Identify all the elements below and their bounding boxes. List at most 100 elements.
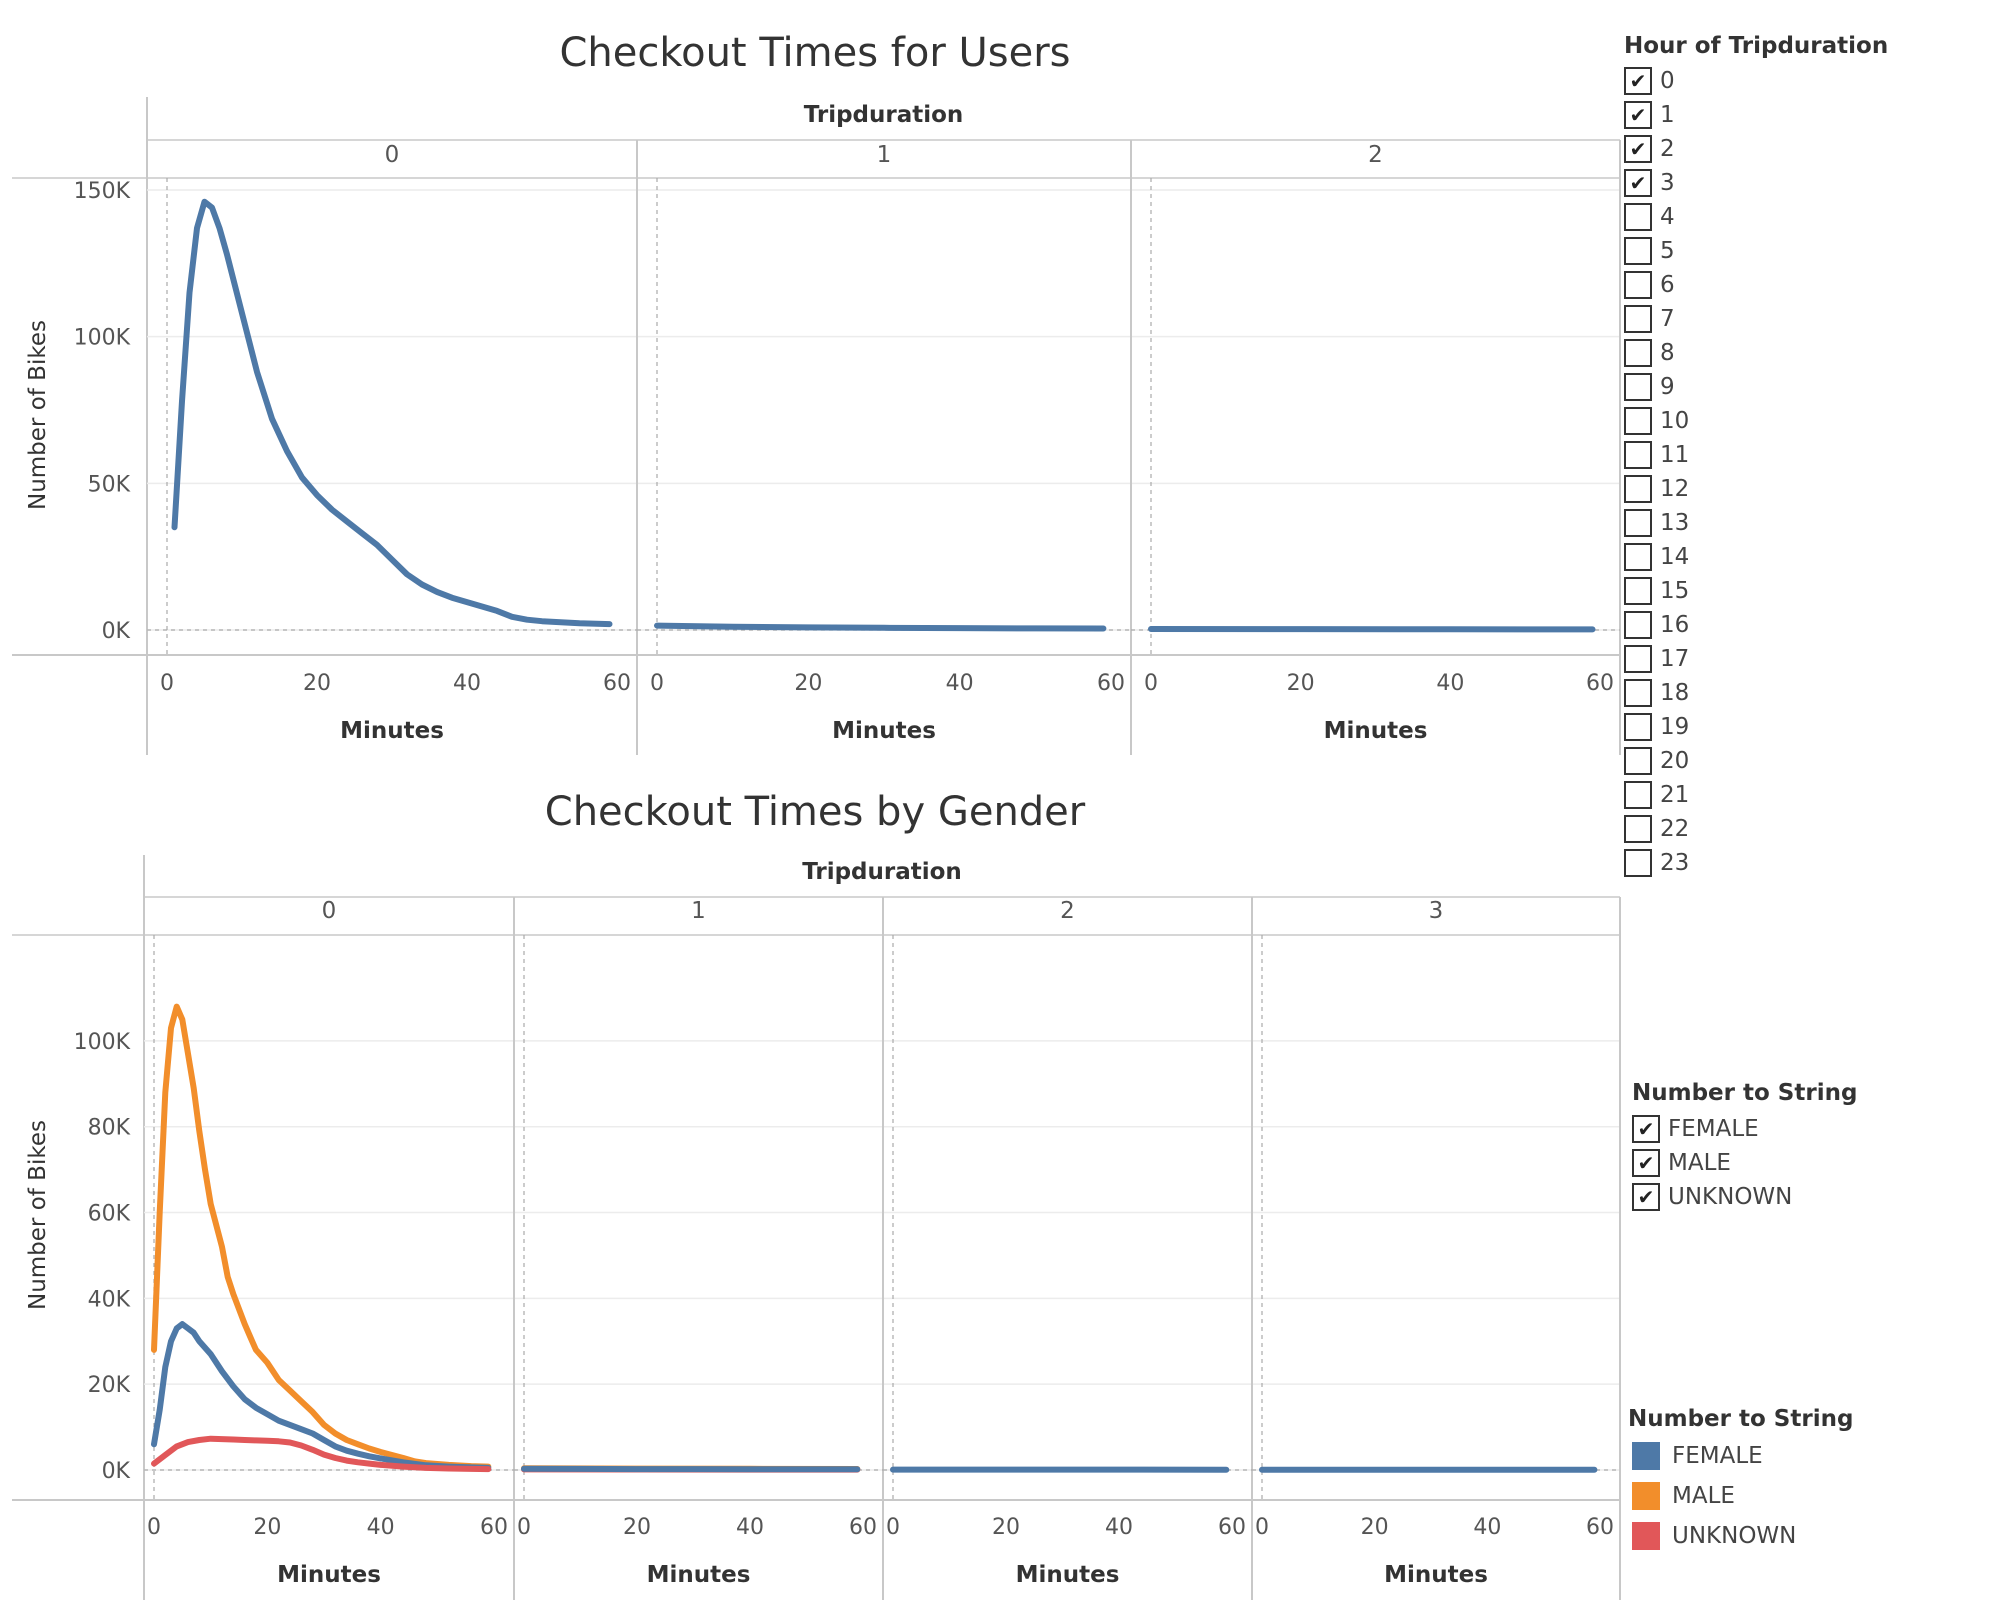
filter-option-label: 4 <box>1660 204 1675 230</box>
hour-filter-option-0[interactable]: ✔ 0 <box>1624 64 1675 98</box>
legend-swatch <box>1632 1482 1660 1510</box>
checkbox[interactable]: ✔ <box>1632 1115 1660 1143</box>
hour-filter-option-17[interactable]: 17 <box>1624 642 1689 676</box>
filter-option-label: 21 <box>1660 782 1690 808</box>
gender-filter-option-male[interactable]: ✔ MALE <box>1632 1146 1731 1180</box>
hour-filter-option-7[interactable]: 7 <box>1624 302 1675 336</box>
checkbox[interactable] <box>1624 645 1652 673</box>
x-tick-label: 20 <box>794 671 822 696</box>
gender-chart: Checkout Times by GenderTripduration0K20… <box>12 789 1621 1600</box>
x-axis-label: Minutes <box>1384 1562 1488 1588</box>
y-tick-label: 60K <box>88 1202 131 1227</box>
checkbox[interactable] <box>1624 271 1652 299</box>
checkbox[interactable] <box>1624 543 1652 571</box>
female-series-line <box>151 1321 492 1471</box>
x-axis-label: Minutes <box>340 718 444 744</box>
checkbox[interactable]: ✔ <box>1632 1183 1660 1211</box>
facet-panel: 3 0 20 40 60 Minutes <box>1252 897 1621 1600</box>
series-line <box>654 622 1107 632</box>
hour-filter-option-8[interactable]: 8 <box>1624 336 1675 370</box>
x-tick-label: 0 <box>1144 671 1158 696</box>
hour-filter-option-13[interactable]: 13 <box>1624 506 1689 540</box>
x-axis-label: Minutes <box>647 1562 751 1588</box>
hour-filter-option-4[interactable]: 4 <box>1624 200 1675 234</box>
hour-filter-option-14[interactable]: 14 <box>1624 540 1689 574</box>
facet-panel: 1 0 20 40 60 Minutes <box>637 140 1132 755</box>
gender-filter-title: Number to String <box>1632 1080 1858 1106</box>
hour-filter-option-21[interactable]: 21 <box>1624 778 1689 812</box>
hour-filter-option-3[interactable]: ✔ 3 <box>1624 166 1675 200</box>
hour-filter-option-20[interactable]: 20 <box>1624 744 1689 778</box>
chart-title: Checkout Times for Users <box>559 30 1070 76</box>
users-chart: Checkout Times for Users Tripduration 0K 50… <box>12 30 1621 755</box>
checkbox[interactable] <box>1624 237 1652 265</box>
hour-filter-option-6[interactable]: 6 <box>1624 268 1675 302</box>
checkbox[interactable] <box>1624 203 1652 231</box>
x-tick-label: 60 <box>603 671 631 696</box>
gender-filter-option-unknown[interactable]: ✔ UNKNOWN <box>1632 1180 1792 1214</box>
hour-filter-option-1[interactable]: ✔ 1 <box>1624 98 1675 132</box>
legend-item-male[interactable]: MALE <box>1632 1478 1735 1514</box>
x-tick-label: 20 <box>1287 671 1315 696</box>
gender-filter-option-female[interactable]: ✔ FEMALE <box>1632 1112 1759 1146</box>
checkbox[interactable] <box>1624 781 1652 809</box>
hour-filter-option-10[interactable]: 10 <box>1624 404 1689 438</box>
checkbox[interactable] <box>1624 611 1652 639</box>
hour-filter-option-16[interactable]: 16 <box>1624 608 1689 642</box>
filter-option-label: 14 <box>1660 544 1690 570</box>
checkbox[interactable] <box>1624 713 1652 741</box>
legend-swatch <box>1632 1522 1660 1550</box>
checkbox[interactable]: ✔ <box>1632 1149 1660 1177</box>
checkbox[interactable] <box>1624 407 1652 435</box>
x-axis-label: Minutes <box>1324 718 1428 744</box>
filter-option-label: 22 <box>1660 816 1690 842</box>
hour-filter-option-2[interactable]: ✔ 2 <box>1624 132 1675 166</box>
filter-option-label: 15 <box>1660 578 1690 604</box>
legend-item-female[interactable]: FEMALE <box>1632 1438 1763 1474</box>
hour-filter-option-22[interactable]: 22 <box>1624 812 1689 846</box>
filter-option-label: UNKNOWN <box>1668 1184 1793 1210</box>
checkbox[interactable]: ✔ <box>1624 101 1652 129</box>
male-series-line <box>151 1003 492 1470</box>
x-tick-label: 0 <box>147 1515 161 1540</box>
hour-filter-option-19[interactable]: 19 <box>1624 710 1689 744</box>
hour-filter-option-9[interactable]: 9 <box>1624 370 1675 404</box>
facet-panel: 0 0 20 40 60 Minutes <box>144 897 515 1600</box>
checkbox[interactable] <box>1624 747 1652 775</box>
y-tick-label: 0K <box>102 1459 131 1484</box>
y-axis-label: Number of Bikes <box>25 1120 51 1310</box>
checkbox[interactable] <box>1624 679 1652 707</box>
filter-option-label: 13 <box>1660 510 1690 536</box>
legend-label: MALE <box>1672 1483 1735 1509</box>
panel-label: 0 <box>385 142 400 168</box>
checkbox[interactable] <box>1624 509 1652 537</box>
hour-filter-option-12[interactable]: 12 <box>1624 472 1689 506</box>
y-tick-label: 40K <box>88 1287 131 1312</box>
x-axis-label: Minutes <box>277 1562 381 1588</box>
hour-filter-option-11[interactable]: 11 <box>1624 438 1689 472</box>
filter-option-label: 20 <box>1660 748 1690 774</box>
hour-filter-option-5[interactable]: 5 <box>1624 234 1675 268</box>
check-icon: ✔ <box>1637 1151 1655 1175</box>
legend-item-unknown[interactable]: UNKNOWN <box>1632 1518 1796 1554</box>
checkbox[interactable] <box>1624 441 1652 469</box>
checkbox[interactable] <box>1624 305 1652 333</box>
checkbox[interactable]: ✔ <box>1624 67 1652 95</box>
y-tick-label: 100K <box>74 326 131 351</box>
checkbox[interactable] <box>1624 815 1652 843</box>
legend-swatch <box>1632 1442 1660 1470</box>
x-tick-label: 0 <box>517 1515 531 1540</box>
checkbox[interactable] <box>1624 577 1652 605</box>
x-tick-label: 20 <box>1361 1515 1389 1540</box>
filter-option-label: 9 <box>1660 374 1675 400</box>
checkbox[interactable] <box>1624 339 1652 367</box>
checkbox[interactable]: ✔ <box>1624 135 1652 163</box>
checkbox[interactable] <box>1624 373 1652 401</box>
checkbox[interactable] <box>1624 849 1652 877</box>
hour-filter-option-23[interactable]: 23 <box>1624 846 1689 880</box>
checkbox[interactable] <box>1624 475 1652 503</box>
checkbox[interactable]: ✔ <box>1624 169 1652 197</box>
hour-filter-option-18[interactable]: 18 <box>1624 676 1689 710</box>
hour-filter-option-15[interactable]: 15 <box>1624 574 1689 608</box>
